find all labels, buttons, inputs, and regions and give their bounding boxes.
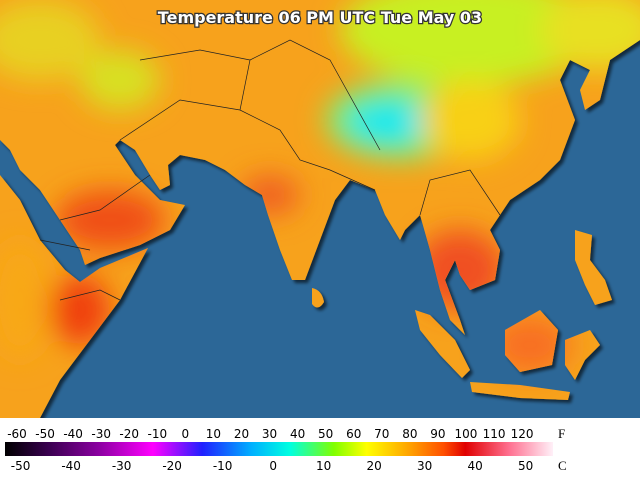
fahrenheit-tick: -20 bbox=[119, 427, 139, 441]
fahrenheit-tick: 120 bbox=[511, 427, 534, 441]
celsius-tick: 0 bbox=[269, 459, 277, 473]
fahrenheit-tick: -40 bbox=[63, 427, 83, 441]
celsius-tick: 50 bbox=[518, 459, 533, 473]
fahrenheit-tick: 110 bbox=[483, 427, 506, 441]
celsius-tick: 40 bbox=[468, 459, 483, 473]
fahrenheit-tick: -10 bbox=[147, 427, 167, 441]
fahrenheit-tick: -30 bbox=[91, 427, 111, 441]
fahrenheit-tick: -50 bbox=[35, 427, 55, 441]
fahrenheit-tick: 20 bbox=[234, 427, 249, 441]
fahrenheit-tick: 90 bbox=[430, 427, 445, 441]
fahrenheit-tick: 60 bbox=[346, 427, 361, 441]
celsius-tick: -40 bbox=[61, 459, 81, 473]
celsius-tick: -10 bbox=[213, 459, 233, 473]
celsius-tick: -20 bbox=[162, 459, 182, 473]
country-borders bbox=[39, 39, 501, 301]
fahrenheit-tick: 50 bbox=[318, 427, 333, 441]
fahrenheit-tick: 30 bbox=[262, 427, 277, 441]
fahrenheit-unit: F bbox=[558, 426, 565, 441]
fahrenheit-tick: 70 bbox=[374, 427, 389, 441]
fahrenheit-tick: 40 bbox=[290, 427, 305, 441]
celsius-tick: -30 bbox=[112, 459, 132, 473]
fahrenheit-tick: -60 bbox=[7, 427, 27, 441]
fahrenheit-tick: 10 bbox=[206, 427, 221, 441]
temperature-field bbox=[0, 0, 640, 375]
celsius-tick: 30 bbox=[417, 459, 432, 473]
celsius-tick: 20 bbox=[367, 459, 382, 473]
fahrenheit-tick: 100 bbox=[455, 427, 478, 441]
color-scale bbox=[5, 442, 553, 456]
celsius-unit: C bbox=[558, 458, 567, 473]
celsius-tick: 10 bbox=[316, 459, 331, 473]
map-title: Temperature 06 PM UTC Tue May 03 bbox=[158, 8, 482, 27]
celsius-tick: -50 bbox=[11, 459, 31, 473]
fahrenheit-tick: 80 bbox=[402, 427, 417, 441]
fahrenheit-tick: 0 bbox=[182, 427, 190, 441]
